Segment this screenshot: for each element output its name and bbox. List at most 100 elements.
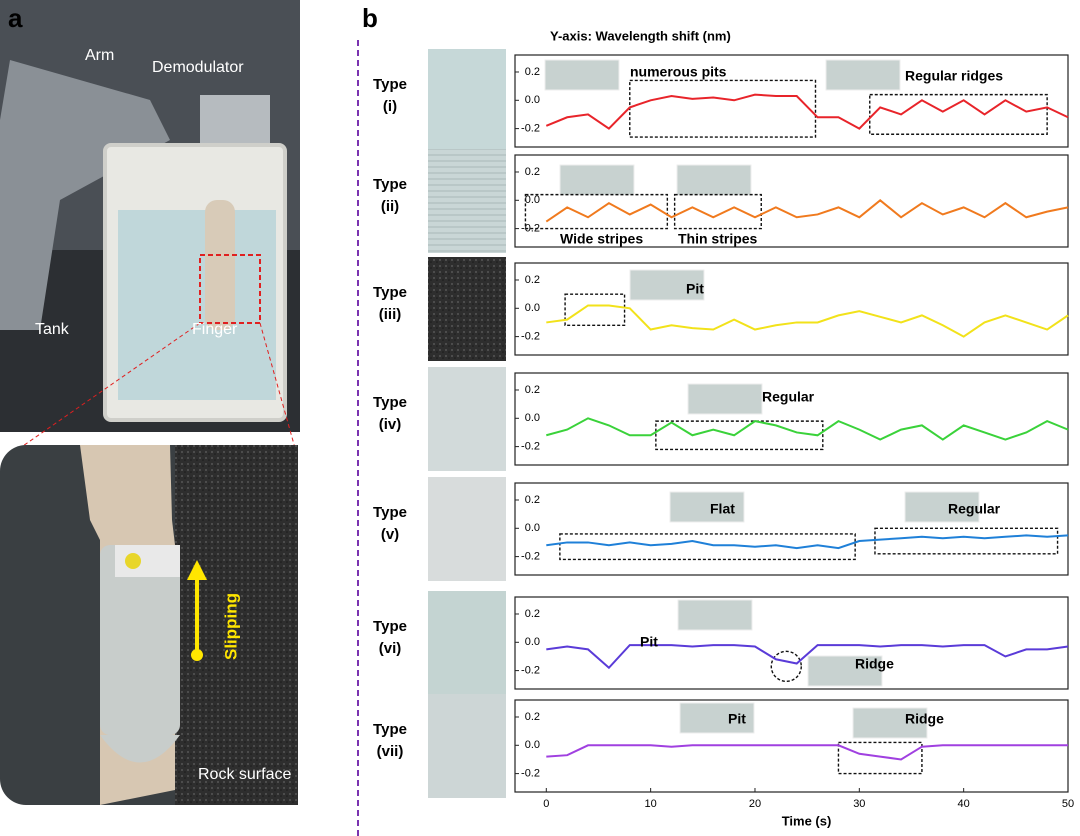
y-tick-label: 0.2 [525, 494, 540, 506]
inset-image [852, 707, 928, 739]
data-line [545, 93, 1069, 130]
type-label: (vi) [379, 640, 402, 657]
type-label: Type [373, 721, 407, 738]
y-tick-label: -0.2 [521, 665, 540, 677]
y-tick-label: -0.2 [521, 123, 540, 135]
inset-image [679, 702, 755, 734]
y-tick-label: 0.0 [525, 194, 540, 206]
y-tick-label: -0.2 [521, 768, 540, 780]
y-tick-label: 0.2 [525, 166, 540, 178]
plot-frame [514, 482, 1069, 576]
texture-thumb [428, 49, 506, 153]
y-tick-label: 0.0 [525, 412, 540, 424]
y-tick-label: 0.0 [525, 94, 540, 106]
highlight-box [524, 193, 669, 230]
type-label: (i) [383, 98, 397, 115]
highlight-circle [770, 650, 802, 683]
photo-label: Slipping [221, 593, 240, 660]
type-label: Type [373, 394, 407, 411]
photo-setup [0, 0, 300, 432]
inset-image [904, 491, 980, 523]
annotation: Ridge [855, 656, 894, 672]
inset-image [677, 599, 753, 631]
highlight-box [869, 93, 1048, 135]
x-tick-label: 20 [749, 798, 761, 810]
inset-image [807, 655, 883, 687]
photo-label: Finger [192, 321, 238, 338]
zoom-line [259, 322, 296, 449]
annotation: Regular [948, 501, 1001, 517]
texture-thumb [428, 694, 506, 798]
y-tick-label: 0.0 [525, 739, 540, 751]
inset-image [676, 164, 752, 196]
x-tick-label: 30 [853, 798, 865, 810]
texture-thumb [428, 591, 506, 695]
type-label: (iii) [379, 306, 402, 323]
type-label: (iv) [379, 416, 402, 433]
panel-label: b [362, 3, 378, 33]
x-tick-label: 10 [645, 798, 657, 810]
data-line [545, 199, 1069, 223]
x-axis-label: Time (s) [782, 813, 832, 828]
photo-label: Arm [85, 47, 114, 64]
y-tick-label: 0.2 [525, 274, 540, 286]
annotation: Ridge [905, 711, 944, 727]
inset-image [669, 491, 745, 523]
highlight-box [564, 293, 626, 326]
y-tick-label: 0.0 [525, 302, 540, 314]
annotation: Pit [640, 634, 658, 650]
photo-label: Tank [35, 321, 70, 338]
data-line [546, 417, 1069, 441]
texture-thumb [428, 367, 506, 471]
inset-image [825, 59, 901, 91]
highlight-box [874, 527, 1059, 555]
data-line [546, 534, 1069, 550]
inset-image [629, 269, 705, 301]
y-axis-note: Y-axis: Wavelength shift (nm) [550, 28, 731, 43]
data-line [546, 744, 1068, 761]
annotation: Thin stripes [678, 231, 758, 247]
annotation: Pit [728, 711, 746, 727]
texture-thumb [428, 149, 506, 253]
plot-frame [514, 262, 1069, 356]
plot-frame [514, 372, 1069, 466]
annotation: Wide stripes [560, 231, 643, 247]
photo-label: Rock surface [198, 766, 291, 783]
x-tick-label: 40 [958, 798, 970, 810]
y-tick-label: -0.2 [521, 441, 540, 453]
x-tick-label: 0 [543, 798, 549, 810]
type-label: (v) [381, 526, 399, 543]
inset-image [544, 59, 620, 91]
type-label: (vii) [377, 743, 404, 760]
y-tick-label: 0.0 [525, 636, 540, 648]
texture-thumb [428, 257, 506, 361]
highlight-box [559, 533, 856, 561]
y-tick-label: -0.2 [521, 551, 540, 563]
y-tick-label: -0.2 [521, 331, 540, 343]
y-tick-label: 0.2 [525, 66, 540, 78]
plot-frame [514, 596, 1069, 690]
type-label: Type [373, 284, 407, 301]
type-label: Type [373, 618, 407, 635]
annotation: Regular ridges [905, 68, 1003, 84]
highlight-box [655, 420, 824, 451]
y-tick-label: 0.0 [525, 522, 540, 534]
type-label: Type [373, 176, 407, 193]
inset-image [687, 383, 763, 415]
y-tick-label: 0.2 [525, 608, 540, 620]
annotation: Regular [762, 389, 815, 405]
inset-image [559, 164, 635, 196]
annotation: numerous pits [630, 64, 727, 80]
type-label: Type [373, 76, 407, 93]
y-tick-label: 0.2 [525, 384, 540, 396]
data-line [546, 644, 1069, 670]
annotation: Flat [710, 501, 735, 517]
type-label: (ii) [381, 198, 399, 215]
texture-thumb [428, 477, 506, 581]
type-label: Type [373, 504, 407, 521]
photo-label: Demodulator [152, 59, 244, 76]
annotation: Pit [686, 281, 704, 297]
data-line [546, 304, 1069, 338]
